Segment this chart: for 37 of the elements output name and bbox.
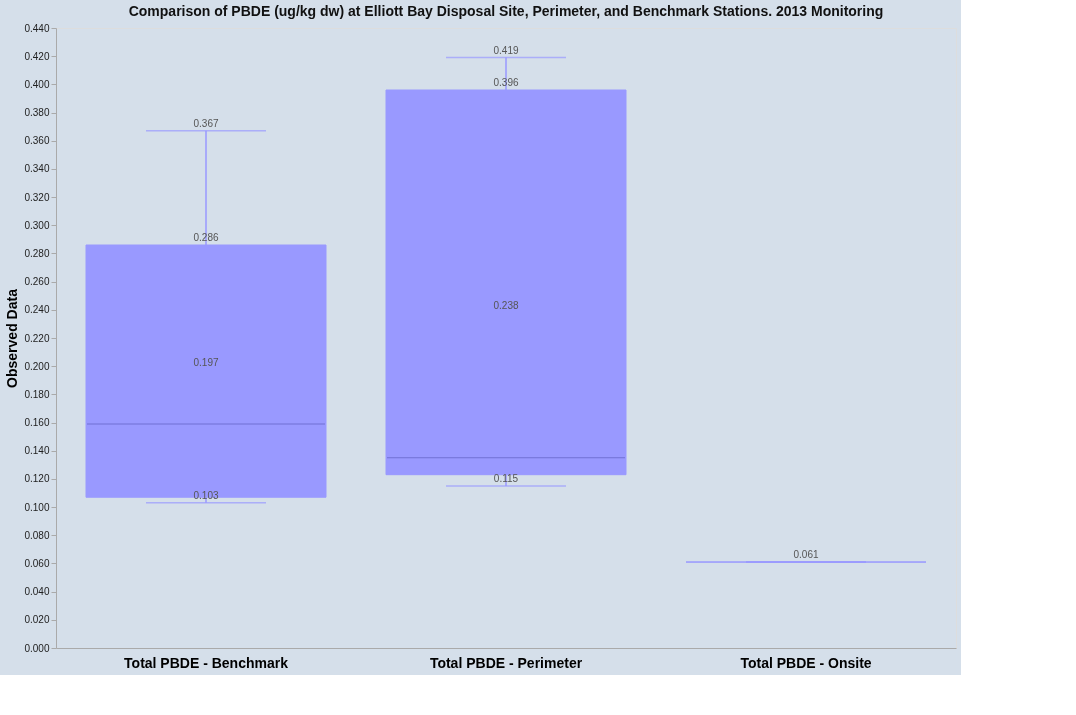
y-tick-label: 0.240 xyxy=(24,304,50,316)
y-tick-label: 0.020 xyxy=(24,614,50,626)
y-tick-label: 0.160 xyxy=(24,417,50,429)
annotation: 0.367 xyxy=(193,117,219,129)
y-tick-label: 0.360 xyxy=(24,135,50,147)
annotation: 0.197 xyxy=(193,357,219,369)
annotation: 0.061 xyxy=(793,549,819,561)
y-tick-label: 0.420 xyxy=(24,50,50,62)
y-tick-label: 0.100 xyxy=(24,501,50,513)
y-tick-label: 0.220 xyxy=(24,332,50,344)
y-tick-label: 0.380 xyxy=(24,107,50,119)
annotation: 0.115 xyxy=(493,472,519,484)
y-tick-label: 0.320 xyxy=(24,191,50,203)
annotation: 0.286 xyxy=(193,232,219,243)
annotation: 0.103 xyxy=(193,489,219,501)
x-tick-label: Total PBDE - Onsite xyxy=(740,654,872,671)
y-tick-label: 0.200 xyxy=(24,360,50,372)
y-tick-label: 0.440 xyxy=(24,22,50,34)
y-tick-label: 0.300 xyxy=(24,219,50,231)
x-tick-label: Total PBDE - Benchmark xyxy=(124,654,289,671)
annotation: 0.396 xyxy=(493,77,519,88)
y-tick-label: 0.080 xyxy=(24,529,50,541)
annotation: 0.238 xyxy=(493,299,519,311)
y-tick-label: 0.060 xyxy=(24,557,50,569)
y-tick-label: 0.180 xyxy=(24,388,50,400)
annotation: 0.419 xyxy=(493,44,519,56)
chart-title: Comparison of PBDE (ug/kg dw) at Elliott Bay Disposal Site, Perimeter, and Benchmark Stations. 2013 Monitoring xyxy=(128,3,884,19)
y-tick-label: 0.260 xyxy=(24,276,50,288)
y-tick-label: 0.400 xyxy=(24,78,50,90)
y-tick-label: 0.000 xyxy=(24,642,50,654)
y-tick-label: 0.040 xyxy=(24,586,50,598)
x-tick-label: Total PBDE - Perimeter xyxy=(429,654,583,671)
y-tick-label: 0.140 xyxy=(24,445,50,457)
y-axis-title: Observed Data xyxy=(4,288,21,388)
y-tick-label: 0.120 xyxy=(24,473,50,485)
y-tick-label: 0.340 xyxy=(24,163,50,175)
y-tick-label: 0.280 xyxy=(24,247,50,259)
